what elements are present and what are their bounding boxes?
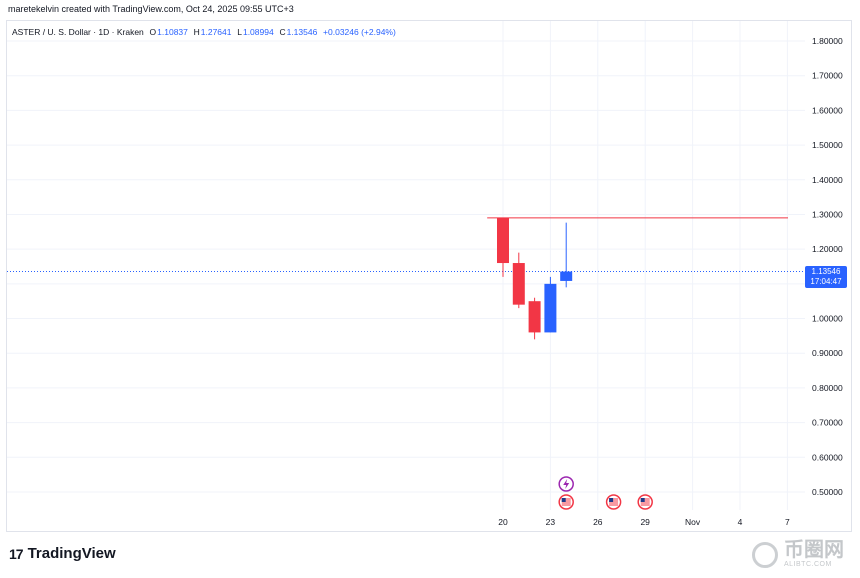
current-price-tag: 1.13546 17:04:47 [805, 266, 847, 288]
x-tick-label: 20 [498, 517, 508, 527]
open-value: 1.10837 [157, 27, 188, 37]
candle-body[interactable] [497, 217, 509, 264]
grid-lines [7, 21, 805, 510]
flag-canton [609, 498, 614, 502]
close-label: C [279, 27, 286, 37]
watermark-url: ALIBTC.COM [784, 561, 832, 568]
y-tick-label: 0.80000 [812, 383, 843, 393]
current-price-label: 1.13546 [811, 267, 841, 276]
candle-body[interactable] [528, 301, 541, 333]
y-tick-label: 1.00000 [812, 314, 843, 324]
y-tick-label: 1.30000 [812, 209, 843, 219]
y-tick-label: 0.50000 [812, 487, 843, 497]
horizontal-line-layer [7, 217, 805, 273]
tradingview-logo-text: TradingView [27, 545, 116, 562]
y-tick-label: 0.90000 [812, 348, 843, 358]
flag-field [640, 498, 650, 506]
flag-field [609, 498, 619, 506]
axis-layer: 1.80000 1.70000 1.60000 1.50000 1.40000 1.300… [498, 36, 843, 527]
x-tick-label: 7 [785, 517, 790, 527]
flag-field [561, 498, 571, 506]
x-tick-label: 23 [546, 517, 556, 527]
tradingview-logo-icon: 17 [9, 545, 24, 562]
close-value: 1.13546 [286, 27, 318, 37]
y-tick-label: 1.40000 [812, 175, 843, 185]
low-value: 1.08994 [242, 27, 274, 37]
x-tick-label: 4 [738, 517, 743, 527]
candle-body[interactable] [512, 263, 525, 305]
chart-frame [6, 20, 852, 532]
ohlc-legend: ASTER / U. S. Dollar · 1D · Kraken O1.10… [12, 27, 397, 37]
watermark-logo-icon [752, 541, 778, 568]
y-tick-label: 1.80000 [812, 36, 843, 46]
flag-canton [640, 498, 645, 502]
open-label: O [149, 27, 157, 37]
x-tick-label: 29 [640, 517, 650, 527]
high-label: H [193, 27, 200, 37]
event-markers-layer [558, 476, 653, 510]
y-tick-label: 1.20000 [812, 244, 843, 254]
y-tick-label: 1.70000 [812, 71, 843, 81]
watermark-text: 币圈网 [784, 539, 844, 561]
candle-body[interactable] [560, 271, 573, 281]
chart-attribution: maretekelvin created with TradingView.co… [8, 4, 294, 14]
candle-body[interactable] [544, 283, 557, 333]
symbol-label[interactable]: ASTER / U. S. Dollar · 1D · Kraken [12, 27, 144, 37]
tradingview-logo[interactable]: 17 TradingView [9, 545, 116, 562]
y-tick-label: 1.60000 [812, 105, 843, 115]
y-tick-label: 0.70000 [812, 418, 843, 428]
y-tick-label: 1.50000 [812, 140, 843, 150]
watermark: 币圈网 ALIBTC.COM [752, 540, 844, 569]
x-tick-label: 26 [593, 517, 603, 527]
lightning-bolt [563, 479, 570, 489]
x-tick-label: Nov [685, 517, 701, 527]
flag-canton [561, 498, 566, 502]
y-tick-label: 0.60000 [812, 452, 843, 462]
countdown-label: 17:04:47 [810, 277, 842, 286]
high-value: 1.27641 [200, 27, 232, 37]
candles-layer [497, 217, 573, 340]
low-label: L [237, 27, 242, 37]
change-value: +0.03246 (+2.94%) [323, 27, 396, 37]
